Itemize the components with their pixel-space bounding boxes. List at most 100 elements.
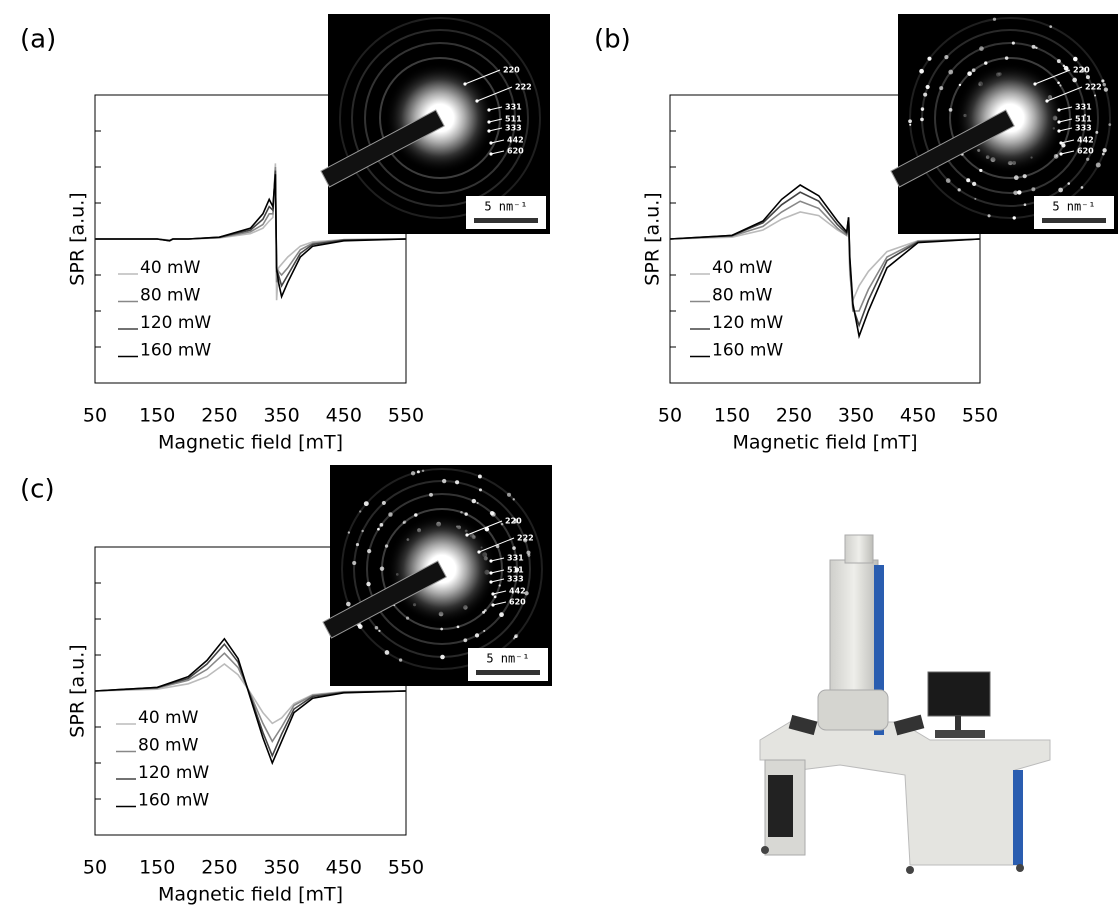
diffraction-spot [384, 544, 389, 548]
diffraction-spot [948, 69, 954, 75]
inset-label: 331 [507, 554, 524, 563]
diffraction-spot [1057, 81, 1060, 85]
diffraction-spot [1017, 190, 1022, 195]
x-tick-label: 150 [139, 857, 175, 879]
inset-arrow [488, 106, 503, 111]
diffraction-spot [1056, 59, 1061, 64]
diffraction-spot [471, 498, 477, 504]
inset-label: 220 [1073, 66, 1090, 75]
diffraction-spot [958, 83, 962, 87]
arrow-head [1059, 152, 1063, 156]
diffraction-spot [1031, 187, 1036, 192]
x-tick-label: 350 [263, 405, 299, 427]
x-tick-label: 450 [326, 405, 362, 427]
diffraction-spot [347, 531, 351, 534]
diffraction-spot [1080, 186, 1084, 189]
diffraction-spot [524, 591, 529, 596]
diffraction-spot [923, 92, 928, 97]
diffraction-spot [1059, 84, 1062, 87]
series-line [669, 184, 981, 340]
inset-arrow [1058, 127, 1073, 132]
inset-arrow [490, 569, 505, 574]
x-tick-label: 550 [388, 405, 424, 427]
diffraction-spot [378, 629, 381, 633]
diffraction-spot [1013, 190, 1018, 196]
diffraction-ring [364, 42, 516, 194]
diffraction-spot [939, 86, 944, 91]
diffraction-spot [490, 511, 496, 517]
x-axis-label: Magnetic field [mT] [158, 884, 343, 906]
diffraction-spot [920, 107, 925, 111]
inset-label: 333 [1075, 124, 1092, 133]
scale-label: 5 nm⁻¹ [1052, 200, 1095, 214]
legend-label: 80 mW [138, 736, 199, 756]
inset-label: 511 [505, 115, 522, 124]
diffraction-spot [1011, 41, 1015, 45]
arrow-head [487, 129, 491, 133]
diffraction-spot [460, 511, 463, 514]
legend-label: 40 mW [140, 258, 201, 278]
arrow-head [489, 141, 493, 145]
diffraction-spot [366, 581, 371, 587]
x-tick-label: 450 [900, 405, 936, 427]
inset-label: 620 [1077, 147, 1094, 156]
inset-label: 222 [515, 83, 532, 92]
diffraction-ring [379, 57, 501, 179]
diffraction-spot [992, 17, 997, 21]
diffraction-spot [1095, 162, 1101, 168]
diffraction-spot [909, 123, 912, 126]
scale-box [468, 648, 548, 681]
diffraction-spot [1072, 77, 1078, 83]
inset-label: 333 [507, 575, 524, 584]
panel-label: (b) [594, 25, 631, 55]
series-line [94, 637, 407, 766]
series-line [94, 642, 407, 758]
diffraction-ring [339, 17, 541, 219]
diffraction-spot [352, 561, 357, 566]
inset-label: 620 [507, 147, 524, 156]
diffraction-spot [945, 178, 951, 183]
diffraction-spot [499, 612, 504, 618]
inset-arrow [464, 69, 501, 85]
x-tick-label: 550 [962, 405, 998, 427]
legend-label: 80 mW [712, 286, 773, 306]
x-tick-label: 550 [388, 857, 424, 879]
legend-label: 120 mW [140, 313, 211, 333]
inset-arrow [490, 150, 505, 155]
diffraction-spot [1065, 67, 1069, 71]
diffraction-spot [361, 529, 364, 533]
diffraction-spot [484, 609, 487, 612]
diffraction-spot [1031, 44, 1036, 49]
x-tick-label: 250 [201, 857, 237, 879]
x-axis-label: Magnetic field [mT] [158, 432, 343, 454]
diffraction-spot [514, 635, 518, 639]
inset-label: 511 [507, 566, 524, 575]
inset-label: 220 [503, 66, 520, 75]
legend-label: 160 mW [712, 341, 783, 361]
diffraction-spot [474, 633, 480, 638]
inset-arrow [476, 86, 513, 102]
diffraction-spot [1055, 154, 1058, 157]
diffraction-spot [1108, 123, 1112, 126]
microscope-photo [759, 534, 1051, 874]
arrow-head [487, 120, 491, 124]
inset-label: 511 [1075, 115, 1092, 124]
diffraction-spot [464, 512, 468, 516]
diffraction-spot [1102, 82, 1106, 87]
arrow-head [491, 603, 495, 607]
scale-bar [1042, 218, 1106, 223]
arrow-head [491, 592, 495, 596]
arrow-head [487, 108, 491, 112]
arrow-head [1059, 141, 1063, 145]
scale-bar [476, 670, 540, 675]
diffraction-spot [1067, 182, 1071, 185]
diffraction-spot [1101, 79, 1105, 83]
scale-box [1034, 196, 1114, 229]
inset-arrow [492, 590, 507, 595]
diffraction-spot [972, 181, 977, 187]
diffraction-spot [477, 474, 482, 479]
x-tick-label: 150 [714, 405, 750, 427]
legend-label: 160 mW [140, 341, 211, 361]
